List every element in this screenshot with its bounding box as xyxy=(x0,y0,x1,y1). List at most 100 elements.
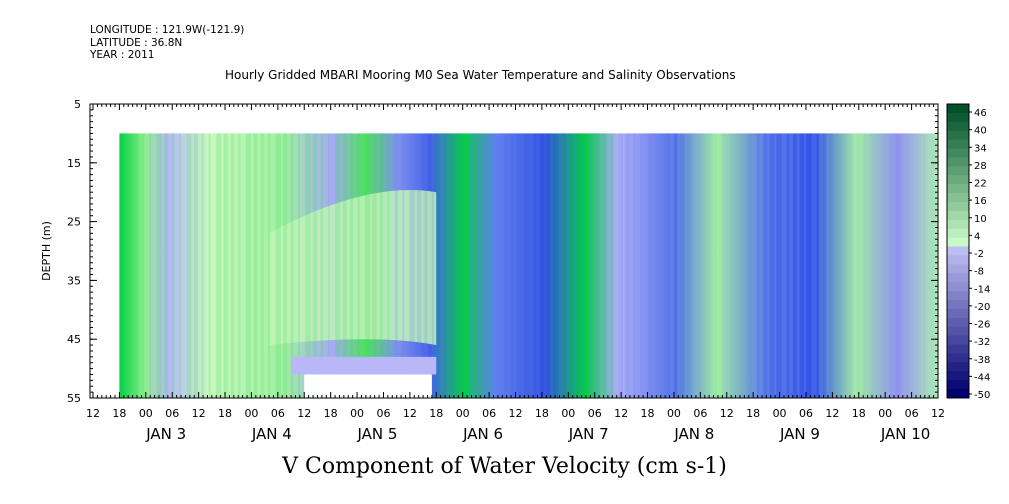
heatmap-streak xyxy=(781,133,787,398)
x-hour-label: 00 xyxy=(878,407,892,420)
heatmap-streak xyxy=(684,133,687,398)
heatmap-streak xyxy=(223,133,228,398)
heatmap-streak xyxy=(342,133,347,398)
x-hour-label: 06 xyxy=(482,407,496,420)
heatmap-streak xyxy=(662,133,666,398)
x-hour-label: 18 xyxy=(218,407,232,420)
heatmap-streak xyxy=(454,133,458,398)
x-hour-label: 00 xyxy=(773,407,787,420)
colorbar-bin xyxy=(947,246,969,256)
colorbar-bin xyxy=(947,353,969,363)
y-tick-label: 5 xyxy=(74,98,81,111)
heatmap-streak xyxy=(402,133,405,398)
heatmap-streak xyxy=(364,133,370,398)
heatmap-streak xyxy=(275,133,281,398)
colorbar-bin xyxy=(947,121,969,132)
x-hour-label: 00 xyxy=(667,407,681,420)
heatmap-streak xyxy=(164,133,169,398)
x-hour-label: 18 xyxy=(112,407,126,420)
heatmap-streak xyxy=(536,133,541,398)
heatmap-streak xyxy=(469,133,475,398)
heatmap-streak xyxy=(618,133,624,398)
x-hour-label: 12 xyxy=(297,407,311,420)
colorbar-bin xyxy=(947,139,969,150)
heatmap-streak xyxy=(387,133,390,398)
x-day-label: JAN 10 xyxy=(880,425,931,443)
heatmap-streak xyxy=(670,133,675,398)
colorbar-label: -50 xyxy=(974,390,990,401)
colorbar-bin xyxy=(947,308,969,319)
colorbar-bin xyxy=(947,291,969,301)
heatmap-streak xyxy=(484,133,488,398)
colorbar-bin xyxy=(947,264,969,274)
x-day-label: JAN 4 xyxy=(251,425,292,443)
heatmap-streak xyxy=(312,133,317,398)
colorbar-bin xyxy=(947,380,969,390)
x-hour-label: 12 xyxy=(931,407,945,420)
heatmap-streak xyxy=(409,133,415,398)
x-hour-label: 06 xyxy=(693,407,707,420)
heatmap-streak xyxy=(655,133,660,398)
heatmap-streak xyxy=(461,133,464,398)
colorbar-bin xyxy=(947,193,969,203)
heatmap-streak xyxy=(446,133,451,398)
heatmap-streak xyxy=(774,133,777,398)
x-hour-label: 18 xyxy=(429,407,443,420)
y-tick-label: 25 xyxy=(67,216,81,229)
heatmap-streak xyxy=(513,133,517,398)
heatmap-streak xyxy=(632,133,636,398)
heatmap-streak xyxy=(327,133,330,398)
colorbar-bin xyxy=(947,175,969,185)
year-label: YEAR : 2011 xyxy=(90,49,155,61)
heatmap-streak xyxy=(268,133,271,398)
chart-title: Hourly Gridded MBARI Mooring M0 Sea Wate… xyxy=(225,68,736,82)
colorbar-bin xyxy=(947,148,969,158)
heatmap-streak xyxy=(298,133,301,398)
heatmap-streak xyxy=(900,133,906,398)
longitude-label: LONGITUDE : 121.9W(-121.9) xyxy=(90,24,245,36)
colorbar-bin xyxy=(947,202,969,212)
heatmap-streak xyxy=(923,133,926,398)
heatmap-streak xyxy=(201,133,205,398)
heatmap-streak xyxy=(186,133,192,398)
heatmap-streak xyxy=(431,133,434,398)
x-day-label: JAN 7 xyxy=(568,425,609,443)
x-hour-label: 12 xyxy=(509,407,523,420)
x-day-label: JAN 9 xyxy=(779,425,820,443)
heatmap-streak xyxy=(260,133,264,398)
heatmap-streak xyxy=(238,133,241,398)
x-day-label: JAN 6 xyxy=(462,425,503,443)
heatmap-streak xyxy=(625,133,630,398)
colorbar-bin xyxy=(947,219,969,230)
x-day-label: JAN 3 xyxy=(145,425,186,443)
colorbar-bin xyxy=(947,300,969,310)
x-hour-label: 00 xyxy=(244,407,258,420)
colorbar-bin xyxy=(947,371,969,381)
heatmap-streak xyxy=(439,133,445,398)
heatmap-streak xyxy=(424,133,428,398)
x-hour-label: 18 xyxy=(535,407,549,420)
colorbar-bin xyxy=(947,130,969,141)
x-hour-label: 12 xyxy=(825,407,839,420)
heatmap-streak xyxy=(171,133,175,398)
colorbar-bin xyxy=(947,112,969,123)
heatmap-streak xyxy=(320,133,324,398)
colorbar-bin xyxy=(947,237,969,248)
heatmap-streak xyxy=(134,133,139,398)
heatmap-streak xyxy=(305,133,311,398)
heatmap-patch xyxy=(291,356,437,375)
heatmap-streak xyxy=(714,133,717,398)
y-tick-label: 45 xyxy=(67,333,81,346)
heatmap-streak xyxy=(208,133,211,398)
heatmap-streak xyxy=(283,133,288,398)
colorbar-bin xyxy=(947,335,969,346)
heatmap-streak xyxy=(930,133,936,398)
x-hour-label: 12 xyxy=(720,407,734,420)
heatmap-streak xyxy=(863,133,866,398)
heatmap-streak xyxy=(751,133,757,398)
colorbar-label: 4 xyxy=(974,231,980,242)
heatmap-streak xyxy=(156,133,162,398)
heatmap-streak xyxy=(588,133,594,398)
heatmap-streak xyxy=(491,133,494,398)
heatmap-streak xyxy=(707,133,711,398)
